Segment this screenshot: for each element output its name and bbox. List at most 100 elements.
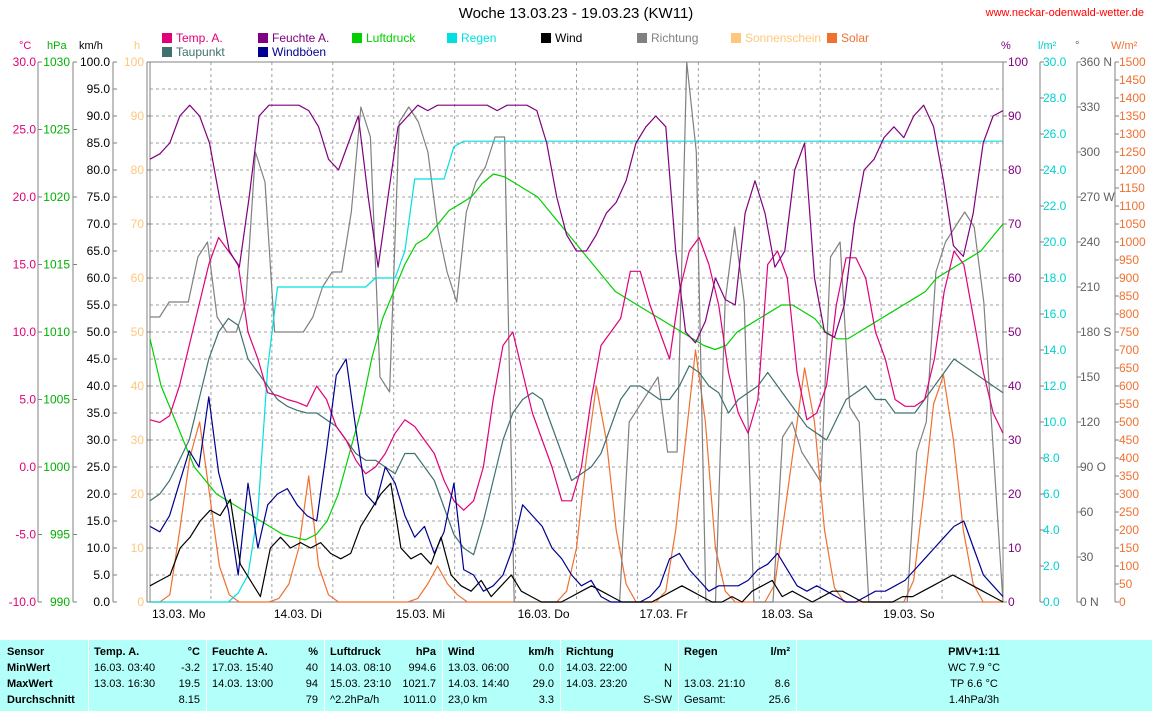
- y-tick-label: 95.0: [87, 82, 111, 96]
- y-tick-label: 500: [1119, 415, 1139, 429]
- y-tick-label: -10.0: [9, 595, 37, 609]
- y-tick-label: 40: [1008, 379, 1022, 393]
- y-tick-label: 10: [1008, 541, 1022, 555]
- hdr-pmv: PMV+1:11: [948, 646, 1000, 658]
- unit-dir: °: [1075, 40, 1080, 52]
- hdr-temp: Temp. A.: [94, 646, 140, 658]
- y-tick-label: 25.0: [13, 123, 37, 137]
- legend-label: Richtung: [651, 31, 699, 45]
- y-tick-label: 850: [1119, 289, 1139, 303]
- legend-item: Regen: [447, 31, 496, 45]
- y-tick-label: 270 W: [1080, 190, 1115, 204]
- y-tick-label: 20.0: [13, 190, 37, 204]
- wind-distance: 23,0 km: [448, 694, 488, 706]
- y-tick-label: 40.0: [87, 379, 111, 393]
- rain-max-value: 8.6: [774, 678, 790, 690]
- y-tick-label: 360 N: [1080, 55, 1112, 69]
- wind-min-time: 13.03. 06:00: [448, 662, 510, 674]
- y-tick-label: 400: [1119, 451, 1139, 465]
- col-rain: Regen l/m² 13.03. 21:10 8.6 Gesamt: 25.6: [678, 640, 797, 711]
- y-tick-label: 30.0: [87, 433, 111, 447]
- legend-swatch: [352, 33, 362, 43]
- y-tick-label: 1020: [43, 190, 70, 204]
- y-tick-label: 20.0: [1043, 235, 1067, 249]
- y-tick-label: 1010: [43, 325, 70, 339]
- series-line-feuchte-a: [149, 104, 1004, 344]
- y-tick-label: 0.0: [93, 595, 110, 609]
- y-tick-label: 1050: [1119, 217, 1146, 231]
- y-tick-label: 45.0: [87, 352, 111, 366]
- site-link[interactable]: www.neckar-odenwald-wetter.de: [985, 7, 1144, 19]
- y-tick-label: 80: [131, 163, 145, 177]
- legend-swatch: [162, 33, 172, 43]
- legend-label: Regen: [461, 31, 497, 45]
- y-tick-label: 700: [1119, 343, 1139, 357]
- y-tick-label: 300: [1119, 487, 1139, 501]
- legend-label: Wind: [555, 31, 583, 45]
- pmv-dew-point: TP 6.6 °C: [950, 678, 998, 690]
- series-line-taupunkt: [149, 317, 1004, 556]
- wind-min-value: 0.0: [538, 662, 554, 674]
- press-max-time: 15.03. 23:10: [330, 678, 392, 690]
- temp-avg-value: 8.15: [178, 694, 200, 706]
- y-tick-label: 0.0: [19, 460, 36, 474]
- legend-label: Taupunkt: [176, 45, 225, 59]
- legend-item: Taupunkt: [162, 45, 225, 59]
- legend-label: Luftdruck: [366, 31, 416, 45]
- col-humidity: Feuchte A. % 17.03. 15:40 40 14.03. 13:0…: [206, 640, 325, 711]
- y-tick-label: 28.0: [1043, 91, 1067, 105]
- y-tick-label: 210: [1080, 280, 1100, 294]
- legend-item: Wind: [541, 31, 582, 45]
- hum-avg-value: 79: [305, 694, 318, 706]
- x-tick-label: 14.03. Di: [274, 607, 322, 621]
- y-tick-label: 20.0: [87, 487, 111, 501]
- hum-min-value: 40: [305, 662, 318, 674]
- y-tick-label: 15.0: [87, 514, 111, 528]
- y-tick-label: 75.0: [87, 190, 111, 204]
- y-tick-label: 1300: [1119, 127, 1146, 141]
- legend-swatch: [827, 33, 837, 43]
- hdr-pressure: Luftdruck: [330, 646, 381, 658]
- x-tick-label: 19.03. So: [883, 607, 935, 621]
- y-tick-label: 22.0: [1043, 199, 1067, 213]
- hdr-direction: Richtung: [566, 646, 614, 658]
- x-tick-label: 16.03. Do: [518, 607, 570, 621]
- y-tick-label: 100: [1119, 559, 1139, 573]
- series-line-richtung: [150, 61, 1004, 603]
- temp-min-value: -3.2: [181, 662, 200, 674]
- x-tick-label: 17.03. Fr: [639, 607, 687, 621]
- y-tick-label: 1015: [43, 258, 70, 272]
- row-label-min: MinWert: [7, 662, 51, 674]
- y-tick-label: 26.0: [1043, 127, 1067, 141]
- y-tick-label: 0: [1119, 595, 1126, 609]
- y-tick-label: 50: [1008, 325, 1022, 339]
- col-sensor: Sensor MinWert MaxWert Durchschnitt: [0, 640, 89, 711]
- y-tick-label: 800: [1119, 307, 1139, 321]
- legend-label: Sonnenschein: [745, 31, 822, 45]
- hdr-humidity: Feuchte A.: [212, 646, 268, 658]
- temp-max-time: 13.03. 16:30: [94, 678, 156, 690]
- x-tick-label: 18.03. Sa: [761, 607, 813, 621]
- hdr-wind-unit: km/h: [528, 646, 554, 658]
- y-tick-label: 50: [131, 325, 145, 339]
- y-tick-label: 1005: [43, 393, 70, 407]
- y-tick-label: 1150: [1119, 181, 1145, 195]
- row-label-avg: Durchschnitt: [7, 694, 75, 706]
- y-tick-label: 650: [1119, 361, 1139, 375]
- unit-hum: %: [1001, 40, 1011, 52]
- hdr-wind: Wind: [448, 646, 475, 658]
- y-tick-label: 100.0: [80, 55, 110, 69]
- y-tick-label: 100: [1008, 55, 1028, 69]
- row-label-max: MaxWert: [7, 678, 53, 690]
- y-tick-label: 150: [1119, 541, 1139, 555]
- y-tick-label: 250: [1119, 505, 1139, 519]
- col-wind: Wind km/h 13.03. 06:00 0.0 14.03. 14:40 …: [442, 640, 561, 711]
- y-tick-label: 24.0: [1043, 163, 1067, 177]
- y-tick-label: 240: [1080, 235, 1100, 249]
- rain-max-time: 13.03. 21:10: [684, 678, 746, 690]
- hum-max-value: 94: [305, 678, 318, 690]
- y-tick-label: 20: [131, 487, 145, 501]
- press-min-time: 14.03. 08:10: [330, 662, 392, 674]
- y-tick-label: 10.0: [13, 325, 37, 339]
- y-tick-label: 80.0: [87, 163, 111, 177]
